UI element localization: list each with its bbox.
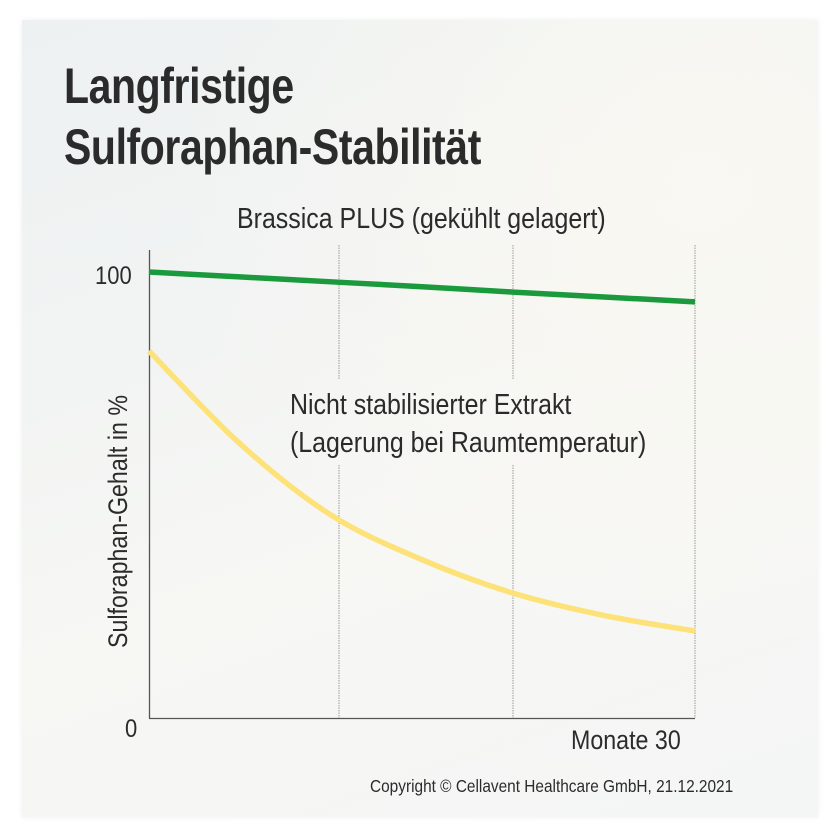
series-label-line-1: Nicht stabilisierter Extrakt [290, 389, 572, 421]
series-label-unstabilized-extract: Nicht stabilisierter Extrakt (Lagerung b… [290, 386, 646, 462]
y-axis-label: Sulforaphan-Gehalt in % [103, 394, 133, 648]
series-line-unstabilized-extract [147, 349, 696, 634]
x-axis-label: Monate 30 [571, 725, 681, 755]
vertical-gridlines [338, 245, 696, 718]
chart-title: Langfristige Sulforaphan-Stabilität [64, 56, 481, 178]
title-line-2: Sulforaphan-Stabilität [64, 119, 481, 175]
title-line-1: Langfristige [64, 58, 294, 114]
y-tick-0: 0 [125, 715, 138, 743]
series-label-brassica-plus: Brassica PLUS (gekühlt gelagert) [237, 203, 606, 235]
series-line-brassica-plus [148, 269, 696, 305]
series-label-line-2: (Lagerung bei Raumtemperatur) [290, 427, 647, 459]
axes [148, 250, 695, 720]
copyright-notice: Copyright © Cellavent Healthcare GmbH, 2… [370, 776, 734, 796]
chart-panel [22, 20, 818, 817]
y-tick-100: 100 [95, 262, 132, 290]
